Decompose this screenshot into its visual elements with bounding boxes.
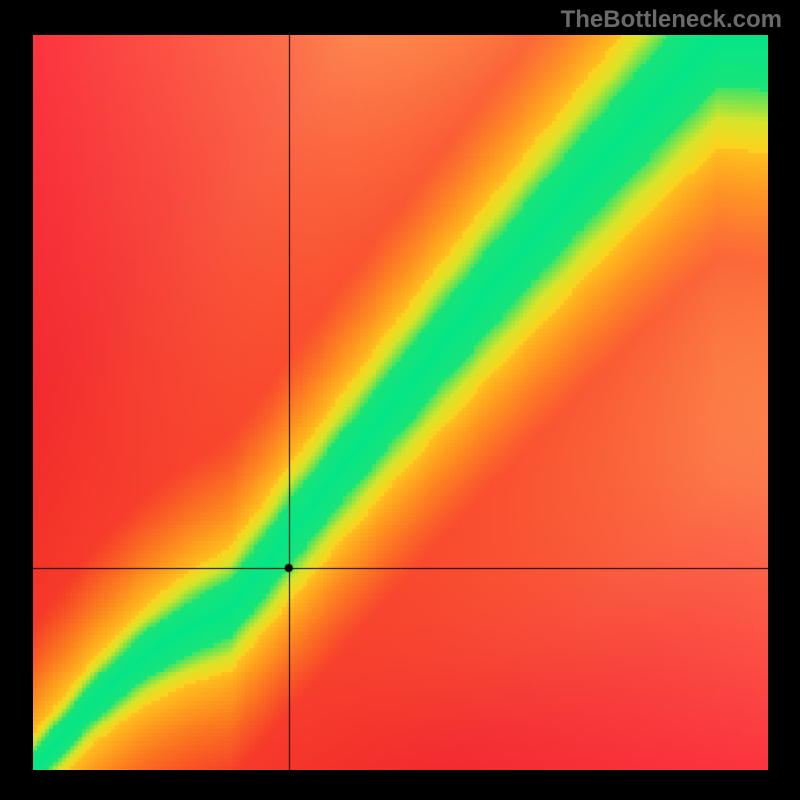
watermark-text: TheBottleneck.com — [561, 6, 782, 34]
bottleneck-heatmap — [33, 35, 768, 770]
